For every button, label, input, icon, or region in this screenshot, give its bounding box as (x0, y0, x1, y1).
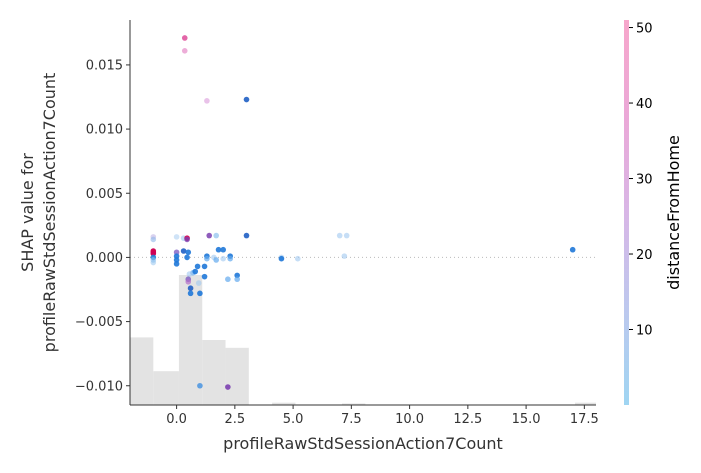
x-tick-label: 17.5 (570, 412, 599, 427)
data-point (204, 98, 210, 104)
data-point (225, 276, 231, 283)
histogram-bar (178, 275, 203, 405)
data-point (234, 276, 240, 283)
data-point (194, 263, 201, 270)
data-point (336, 232, 343, 239)
data-point (220, 246, 226, 253)
y-tick-label: 0.005 (86, 187, 123, 202)
data-point (181, 48, 188, 54)
data-point (206, 232, 213, 239)
data-point (181, 35, 188, 41)
data-point (294, 255, 301, 262)
colorbar-tick-label: 50 (636, 22, 653, 37)
histogram-layer (130, 275, 596, 405)
data-point (185, 279, 192, 285)
data-point (150, 250, 157, 257)
data-point (215, 246, 222, 253)
y-tick-label: 0.015 (86, 58, 123, 73)
x-tick-label: 15.0 (512, 412, 541, 427)
data-point (343, 232, 350, 239)
colorbar-tick-label: 20 (636, 248, 653, 263)
histogram-bar (130, 337, 154, 405)
y-tick-label: −0.005 (75, 315, 123, 330)
x-tick-label: 0.0 (166, 412, 187, 427)
data-point (197, 290, 203, 297)
x-tick-label: 5.0 (283, 412, 304, 427)
data-point (173, 253, 180, 259)
data-point (185, 249, 192, 256)
data-point (225, 384, 231, 390)
colorbar-ticks: 10 20 30 40 50 (629, 22, 653, 339)
data-point (173, 234, 180, 240)
data-point (192, 268, 199, 275)
histogram-bar (342, 403, 366, 405)
data-point (195, 280, 202, 286)
data-point (173, 261, 180, 267)
histogram-bar (272, 402, 296, 405)
x-tick-label: 10.0 (395, 412, 424, 427)
data-point (197, 382, 203, 389)
x-tick-label: 7.5 (341, 412, 362, 427)
data-point (243, 96, 250, 103)
data-point (243, 232, 250, 239)
data-point (186, 271, 193, 277)
colorbar-tick-label: 40 (636, 97, 653, 112)
y-axis-label-line-2: profileRawStdSessionAction7Count (40, 73, 59, 353)
data-point (201, 273, 208, 280)
data-point (184, 254, 190, 261)
data-point (213, 257, 220, 263)
data-point (187, 285, 194, 292)
data-point (173, 249, 180, 256)
colorbar-tick-label: 10 (636, 324, 653, 339)
data-point (341, 253, 348, 259)
histogram-bar (153, 371, 179, 405)
y-tick-label: 0.010 (86, 123, 123, 138)
y-axis-ticks: −0.010 −0.005 0.000 0.005 0.010 0.015 (75, 58, 130, 394)
y-axis-label-line-1: SHAP value for (18, 153, 37, 272)
scatter-points-layer (150, 35, 576, 390)
x-tick-label: 2.5 (225, 412, 246, 427)
histogram-bar (202, 340, 226, 405)
histogram-bar (575, 402, 596, 405)
x-tick-label: 12.5 (453, 412, 482, 427)
y-tick-label: 0.000 (86, 251, 123, 266)
data-point (220, 255, 226, 262)
data-point (150, 259, 157, 266)
data-point (227, 255, 233, 262)
x-axis-ticks: 0.0 2.5 5.0 7.5 10.0 12.5 15.0 17.5 (166, 405, 599, 427)
x-axis-label: profileRawStdSessionAction7Count (223, 434, 503, 453)
data-point (187, 290, 194, 297)
colorbar-gradient (624, 20, 629, 405)
data-point (569, 246, 576, 253)
data-point (180, 248, 187, 254)
data-point (201, 263, 208, 270)
data-point (213, 232, 220, 239)
histogram-bar (225, 347, 249, 405)
data-point (173, 257, 180, 263)
data-point (184, 236, 190, 243)
data-point (234, 272, 240, 279)
colorbar-title: distanceFromHome (664, 135, 683, 290)
colorbar-tick-label: 30 (636, 173, 653, 188)
y-tick-label: −0.010 (75, 379, 123, 394)
data-point (150, 236, 157, 243)
data-point (278, 255, 285, 262)
data-point (204, 255, 210, 262)
